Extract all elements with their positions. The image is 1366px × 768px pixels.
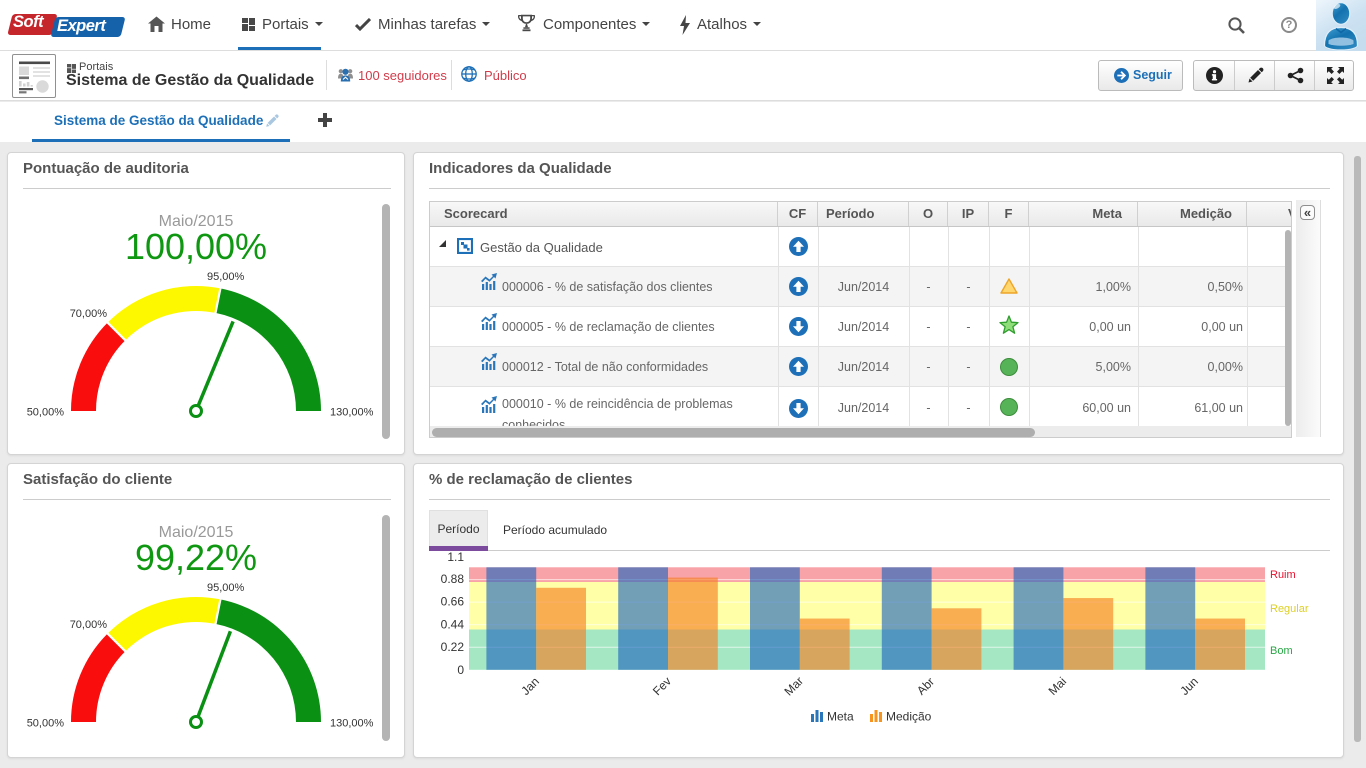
svg-text:130,00%: 130,00% — [330, 718, 374, 730]
svg-text:0.88: 0.88 — [441, 572, 465, 586]
svg-text:0.44: 0.44 — [441, 618, 465, 632]
svg-text:0: 0 — [457, 663, 464, 677]
svg-text:70,00%: 70,00% — [70, 308, 108, 320]
svg-text:70,00%: 70,00% — [70, 619, 108, 631]
svg-text:95,00%: 95,00% — [207, 582, 245, 594]
svg-text:50,00%: 50,00% — [27, 407, 65, 419]
svg-text:0.66: 0.66 — [441, 594, 465, 608]
svg-text:Mar: Mar — [782, 674, 807, 699]
svg-text:95,00%: 95,00% — [207, 271, 245, 283]
svg-text:Medição: Medição — [886, 710, 932, 724]
svg-text:Regular: Regular — [1270, 603, 1309, 615]
svg-text:130,00%: 130,00% — [330, 407, 374, 419]
svg-text:Ruim: Ruim — [1270, 569, 1296, 581]
svg-text:Fev: Fev — [650, 674, 674, 698]
svg-text:50,00%: 50,00% — [27, 718, 65, 730]
svg-text:Mai: Mai — [1046, 674, 1070, 698]
svg-text:1.1: 1.1 — [447, 550, 464, 564]
svg-text:Jun: Jun — [1177, 674, 1201, 698]
svg-text:Abr: Abr — [914, 675, 937, 698]
svg-text:Meta: Meta — [827, 710, 854, 724]
svg-text:0.22: 0.22 — [441, 640, 465, 654]
svg-text:Bom: Bom — [1270, 645, 1293, 657]
svg-text:Jan: Jan — [518, 674, 542, 698]
